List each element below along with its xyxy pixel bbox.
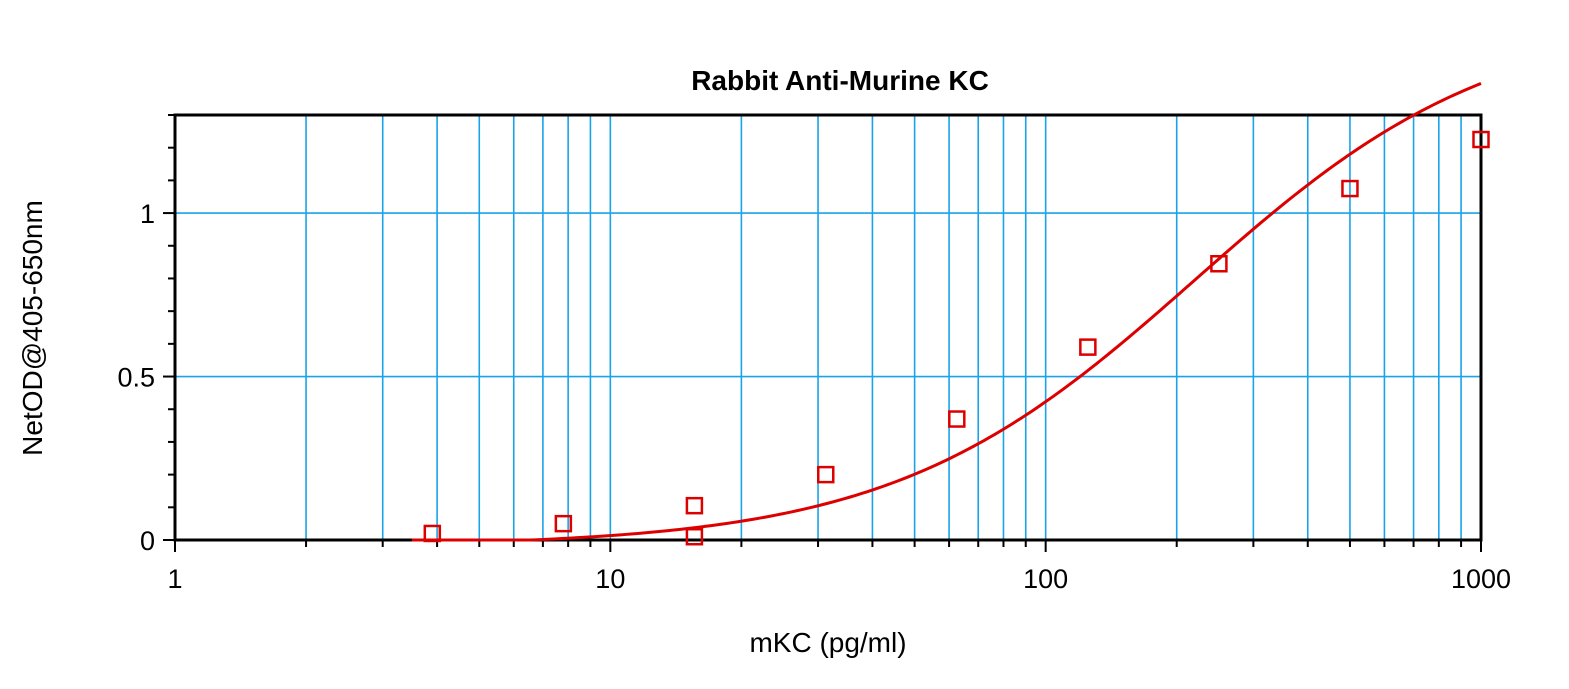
x-tick-label: 1 — [167, 564, 182, 594]
data-point — [1472, 130, 1490, 149]
data-point — [685, 496, 704, 515]
data-point — [1210, 255, 1228, 273]
axes: 1 10 100 1000 0 0.5 1 — [117, 114, 1511, 594]
data-points — [423, 130, 1490, 546]
data-point — [948, 410, 966, 428]
x-tick-label: 1000 — [1451, 564, 1511, 594]
data-point — [554, 514, 573, 533]
data-point — [423, 524, 442, 543]
fit-curve — [411, 82, 1482, 542]
y-axis-label: NetOD@405-650nm — [17, 200, 48, 456]
y-tick-label: 1 — [140, 199, 155, 229]
y-tick-label: 0 — [140, 526, 155, 556]
x-axis-label: mKC (pg/ml) — [749, 627, 906, 658]
x-tick-label: 100 — [1023, 564, 1068, 594]
x-tick-label: 10 — [595, 564, 625, 594]
y-tick-label: 0.5 — [117, 363, 155, 393]
data-point — [1079, 338, 1097, 356]
grid — [175, 115, 1481, 540]
chart-title: Rabbit Anti-Murine KC — [691, 65, 989, 96]
plot-frame — [173, 113, 1483, 542]
data-point — [1341, 179, 1359, 198]
data-point — [817, 465, 835, 484]
data-point — [685, 527, 704, 546]
